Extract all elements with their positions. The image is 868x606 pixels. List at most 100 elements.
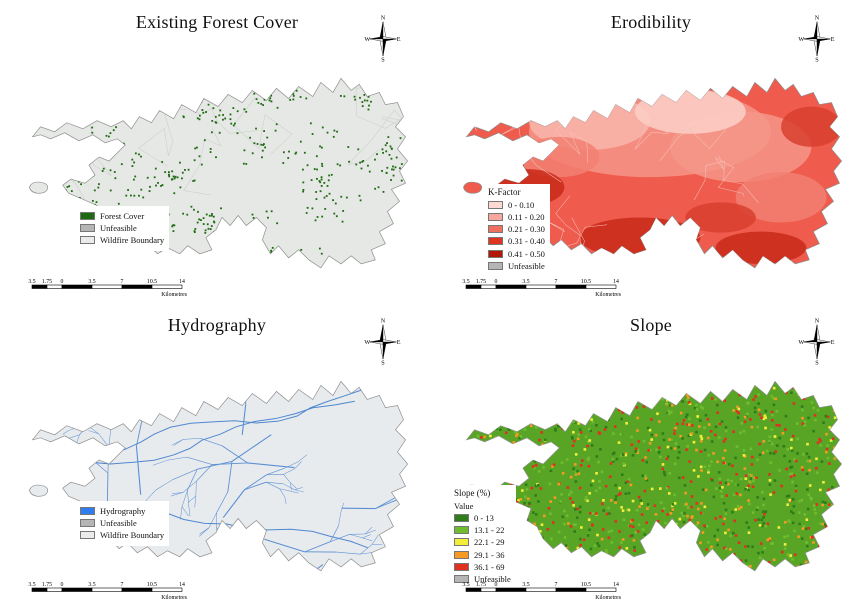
legend-label: 13.1 - 22 [474,525,505,536]
legend-label: Hydrography [100,506,146,516]
legend-item: Wildfire Boundary [80,530,164,540]
legend-item: Forest Cover [80,211,164,221]
panel-hydrography: Hydrography N S W E Hydrography Unfeasible … [0,303,434,606]
kfactor-class5-swatch [488,249,503,258]
legend-label: 0.11 - 0.20 [508,211,545,222]
legend-item: 0 - 0.10 [488,200,545,210]
forest-cover-swatch [80,212,95,221]
legend-item: 0.41 - 0.50 [488,249,545,259]
svg-text:14: 14 [613,279,619,285]
svg-text:14: 14 [179,279,185,285]
panel-slope: Slope N S W E Slope (%) Value 0 - 13 13.1 -… [434,303,868,606]
svg-text:E: E [831,340,835,346]
legend-title: K-Factor [488,187,521,197]
svg-text:0: 0 [61,279,64,285]
svg-text:Kilometres: Kilometres [161,595,188,601]
panel-title-hydrography: Hydrography [167,315,267,335]
legend-label: Unfeasible [474,573,511,584]
legend-label: 36.1 - 69 [474,561,505,572]
svg-text:N: N [815,15,820,21]
panel-title-erodibility: Erodibility [610,12,692,32]
svg-text:S: S [815,58,819,63]
svg-text:7: 7 [121,582,124,588]
legend-label: Unfeasible [100,223,137,234]
forest-cover-map [29,77,409,269]
panel-title-slope: Slope [629,315,672,335]
svg-text:10.5: 10.5 [581,279,591,285]
legend-label: 0 - 0.10 [508,199,535,210]
svg-text:3.5: 3.5 [88,582,95,588]
svg-text:S: S [381,58,385,63]
kfactor-class3-swatch [488,225,503,234]
svg-text:10.5: 10.5 [581,582,591,588]
scale-bar: 3.5 1.75 0 3.5 7 10.5 14 Kilometres [462,582,621,601]
svg-text:E: E [397,37,401,43]
svg-text:1.75: 1.75 [42,582,52,588]
svg-text:3.5: 3.5 [462,582,469,588]
kfactor-class4-swatch [488,237,503,246]
legend-label: Wildfire Boundary [100,530,165,541]
legend-item: 36.1 - 69 [454,562,511,572]
svg-text:1.75: 1.75 [476,582,486,588]
svg-text:0: 0 [495,582,498,588]
legend-item: Wildfire Boundary [80,235,164,245]
legend-item: 0.21 - 0.30 [488,224,545,234]
legend-item: 0 - 13 [454,513,511,523]
legend-label: Forest Cover [100,211,145,221]
compass-rose-icon: N S W E [798,318,835,366]
slope-class4-swatch [454,550,469,559]
unfeasible-swatch [454,575,469,584]
wildfire-boundary-swatch [80,236,95,245]
slope-map [463,380,843,572]
svg-text:14: 14 [179,582,185,588]
svg-text:W: W [364,37,370,43]
legend-item: 0.11 - 0.20 [488,212,545,222]
compass-rose-icon: N S W E [364,318,400,366]
svg-text:0: 0 [495,279,498,285]
legend-label: 22.1 - 29 [474,537,505,548]
legend-label: 0 - 13 [474,512,494,523]
legend-item: Hydrography [80,506,164,516]
legend-item: Unfeasible [488,261,545,271]
panel-erodibility: Erodibility N S W E K-Factor 0 - 0.10 0.11 … [434,0,868,303]
legend-item: 13.1 - 22 [454,525,511,535]
scale-bar: 3.5 1.75 0 3.5 7 10.5 14 Kilometres [28,582,188,601]
legend-item: Unfeasible [454,574,511,584]
unfeasible-swatch [80,519,95,528]
wildfire-boundary-swatch [80,531,95,540]
kfactor-class2-swatch [488,213,503,222]
svg-text:W: W [798,37,804,43]
legend-label: 0.21 - 0.30 [508,224,545,235]
legend-label: 0.31 - 0.40 [508,236,545,247]
slope-class2-swatch [454,526,469,535]
kfactor-class1-swatch [488,200,503,209]
svg-text:7: 7 [555,279,558,285]
slope-class5-swatch [454,562,469,571]
svg-text:1.75: 1.75 [476,279,486,285]
slope-class3-swatch [454,538,469,547]
svg-text:Kilometres: Kilometres [595,292,622,298]
legend-hydrography: Hydrography Unfeasible Wildfire Boundary [76,501,170,546]
slope-class1-swatch [454,514,469,523]
compass-rose-icon: N S W E [798,15,834,63]
svg-text:3.5: 3.5 [522,582,529,588]
svg-text:N: N [815,318,820,324]
svg-text:3.5: 3.5 [88,279,95,285]
legend-label: Unfeasible [508,260,545,271]
panel-forest-cover: Existing Forest Cover N S W E Forest Cover … [0,0,434,303]
svg-text:7: 7 [121,279,124,285]
svg-text:N: N [381,318,386,324]
legend-erodibility: K-Factor 0 - 0.10 0.11 - 0.20 0.21 - 0.3… [484,184,550,276]
svg-text:S: S [815,361,819,366]
legend-label: Wildfire Boundary [100,235,165,246]
svg-text:W: W [798,340,804,346]
legend-forest: Forest Cover Unfeasible Wildfire Boundar… [76,206,170,251]
svg-text:3.5: 3.5 [462,279,469,285]
svg-text:14: 14 [613,582,619,588]
scale-bar: 3.5 1.75 0 3.5 7 10.5 14 Kilometres [28,279,188,298]
legend-label: 29.1 - 36 [474,549,505,560]
svg-text:7: 7 [555,582,558,588]
legend-item: 0.31 - 0.40 [488,236,545,246]
svg-text:Kilometres: Kilometres [161,292,188,298]
